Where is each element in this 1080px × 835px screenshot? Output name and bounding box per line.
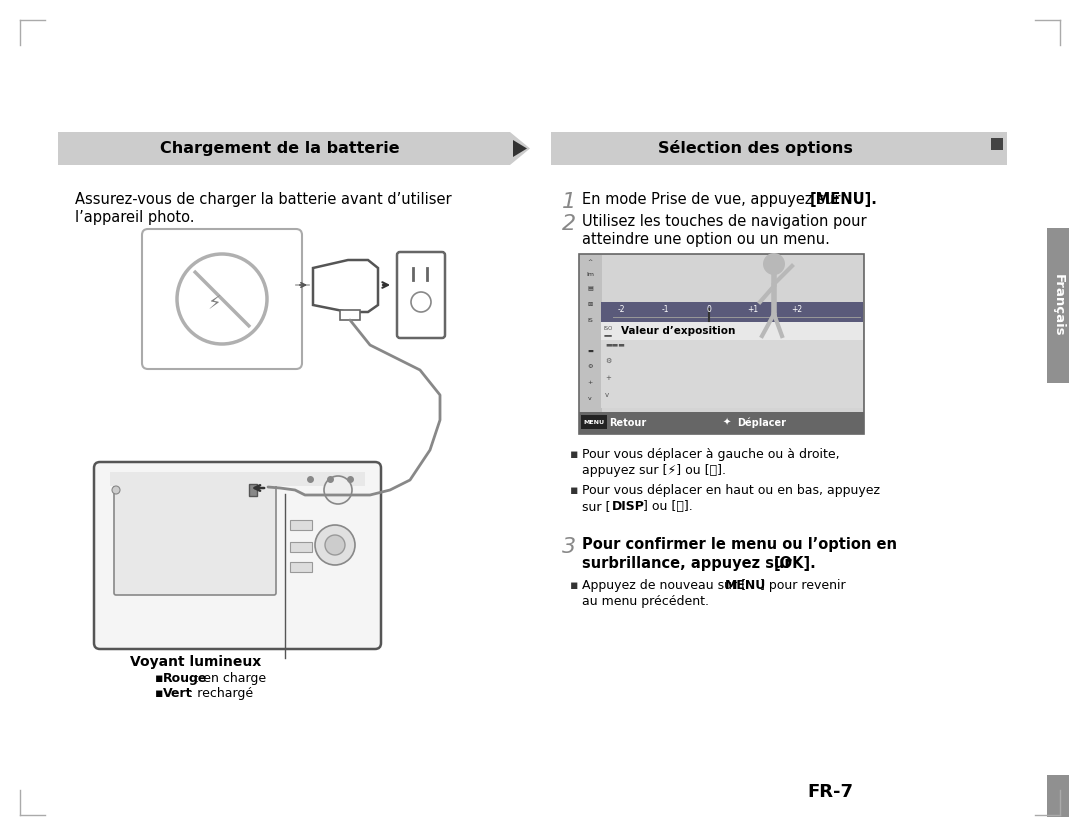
Text: DISP: DISP [612, 500, 645, 513]
Text: Chargement de la batterie: Chargement de la batterie [160, 141, 400, 156]
Text: : rechargé: : rechargé [189, 687, 253, 700]
Text: [OK].: [OK]. [774, 556, 816, 571]
Text: IS: IS [588, 318, 593, 323]
Bar [291, 542, 312, 552]
Bar [58, 132, 510, 165]
Bar [551, 132, 1007, 165]
FancyBboxPatch shape [94, 462, 381, 649]
Circle shape [315, 525, 355, 565]
Bar [110, 472, 365, 486]
Bar [291, 562, 312, 572]
Polygon shape [510, 132, 530, 165]
Text: ISO: ISO [604, 326, 613, 331]
Text: +: + [605, 375, 611, 381]
Text: Déplacer: Déplacer [737, 418, 786, 428]
Circle shape [324, 476, 352, 504]
Text: [MENU].: [MENU]. [810, 192, 878, 207]
Text: Appuyez de nouveau sur [: Appuyez de nouveau sur [ [582, 579, 746, 592]
Polygon shape [513, 140, 527, 157]
Bar [291, 520, 312, 530]
Text: sur [: sur [ [582, 500, 610, 513]
Text: ] ou [🌻].: ] ou [🌻]. [643, 500, 692, 513]
Bar [1047, 228, 1069, 383]
Bar [340, 310, 360, 320]
Text: surbrillance, appuyez sur: surbrillance, appuyez sur [582, 556, 797, 571]
Text: ▪: ▪ [156, 672, 167, 685]
Bar [600, 302, 863, 322]
Text: Pour confirmer le menu ou l’option en: Pour confirmer le menu ou l’option en [582, 537, 897, 552]
Bar [580, 255, 863, 413]
Text: 2: 2 [562, 214, 576, 234]
Text: ▬: ▬ [588, 349, 593, 354]
Text: -1: -1 [661, 305, 669, 313]
Text: ▬▬: ▬▬ [604, 332, 613, 337]
Text: v: v [589, 396, 592, 401]
Text: ⊠: ⊠ [588, 302, 593, 307]
Text: ^: ^ [588, 259, 593, 264]
FancyBboxPatch shape [141, 229, 302, 369]
Circle shape [112, 486, 120, 494]
Text: appuyez sur [⚡] ou [⏻].: appuyez sur [⚡] ou [⏻]. [582, 464, 726, 477]
Circle shape [762, 253, 785, 275]
Text: Vert: Vert [163, 687, 192, 700]
Text: ▪: ▪ [570, 579, 579, 592]
Text: ⚙: ⚙ [605, 358, 611, 364]
Text: ▪: ▪ [570, 484, 579, 497]
Text: Assurez-vous de charger la batterie avant d’utiliser: Assurez-vous de charger la batterie avan… [75, 192, 451, 207]
Polygon shape [313, 260, 378, 312]
Text: FR-7: FR-7 [807, 783, 853, 801]
FancyBboxPatch shape [114, 483, 276, 595]
Text: Im: Im [586, 272, 594, 277]
Text: ✦: ✦ [723, 418, 731, 428]
Text: ▪: ▪ [156, 687, 167, 700]
Text: Valeur d’exposition: Valeur d’exposition [621, 326, 735, 336]
Bar [1047, 775, 1069, 817]
Bar [600, 374, 863, 391]
Text: au menu précédent.: au menu précédent. [582, 595, 708, 608]
Text: MENU: MENU [725, 579, 766, 592]
Text: Sélection des options: Sélection des options [658, 140, 852, 156]
Text: ▪: ▪ [570, 448, 579, 461]
Text: ▤: ▤ [588, 286, 593, 291]
Bar [600, 357, 863, 374]
Circle shape [325, 535, 345, 555]
Text: ▬▬▬: ▬▬▬ [605, 341, 625, 347]
Text: ] pour revenir: ] pour revenir [760, 579, 846, 592]
Bar [580, 255, 602, 412]
Text: 1: 1 [562, 192, 576, 212]
Text: 3: 3 [562, 537, 576, 557]
Text: Utilisez les touches de navigation pour: Utilisez les touches de navigation pour [582, 214, 866, 229]
Text: Français: Français [1052, 274, 1065, 337]
Text: +: + [588, 380, 593, 385]
Text: Voyant lumineux: Voyant lumineux [131, 655, 261, 669]
Text: Retour: Retour [609, 418, 646, 428]
Text: MENU: MENU [583, 419, 605, 424]
Bar [600, 391, 863, 408]
Text: atteindre une option ou un menu.: atteindre une option ou un menu. [582, 232, 829, 247]
FancyBboxPatch shape [397, 252, 445, 338]
Bar [600, 322, 863, 340]
Bar [600, 340, 863, 357]
Text: -2: -2 [618, 305, 624, 313]
Text: +2: +2 [792, 305, 802, 313]
Text: En mode Prise de vue, appuyez sur: En mode Prise de vue, appuyez sur [582, 192, 845, 207]
Bar [249, 484, 257, 496]
Bar [579, 254, 864, 434]
Text: : en charge: : en charge [195, 672, 266, 685]
Bar [579, 412, 864, 434]
Bar [991, 138, 1003, 150]
Text: +1: +1 [747, 305, 758, 313]
Text: Pour vous déplacer en haut ou en bas, appuyez: Pour vous déplacer en haut ou en bas, ap… [582, 484, 880, 497]
Text: Rouge: Rouge [163, 672, 207, 685]
Text: 0: 0 [706, 305, 712, 313]
Text: Pour vous déplacer à gauche ou à droite,: Pour vous déplacer à gauche ou à droite, [582, 448, 839, 461]
Text: ⚡: ⚡ [207, 295, 221, 313]
Text: v: v [605, 392, 609, 398]
Bar [581, 415, 607, 429]
Text: ⚙: ⚙ [588, 364, 593, 369]
Text: l’appareil photo.: l’appareil photo. [75, 210, 194, 225]
